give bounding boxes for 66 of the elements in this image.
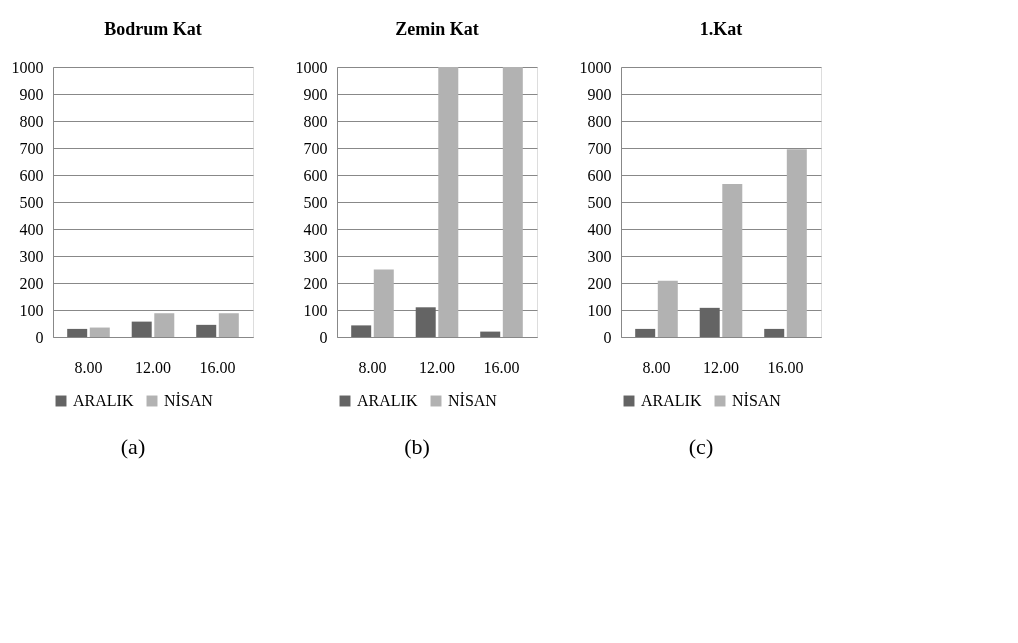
bar <box>786 149 807 337</box>
y-tick-label: 700 <box>19 139 44 157</box>
y-tick-label: 700 <box>303 139 328 157</box>
y-tick-label: 700 <box>587 139 612 157</box>
x-tick-label: 12.00 <box>419 358 455 376</box>
y-tick-label: 200 <box>19 274 44 292</box>
bar <box>438 67 459 337</box>
chart-title: 1.Kat <box>699 19 743 39</box>
bar <box>480 331 501 337</box>
y-tick-label: 1000 <box>579 58 612 76</box>
bar <box>415 307 436 337</box>
y-tick-label: 800 <box>19 112 44 130</box>
bar <box>502 67 523 337</box>
x-tick-label: 8.00 <box>74 358 103 376</box>
legend-label: ARALIK <box>357 392 418 409</box>
y-tick-label: 0 <box>319 328 328 346</box>
y-tick-label: 900 <box>19 85 44 103</box>
x-tick-label: 8.00 <box>358 358 387 376</box>
y-tick-label: 100 <box>303 301 328 319</box>
y-tick-label: 0 <box>35 328 44 346</box>
text: (c) <box>688 434 714 459</box>
chart-title: Zemin Kat <box>395 19 479 39</box>
y-tick-label: 800 <box>587 112 612 130</box>
bar <box>657 280 678 337</box>
y-tick-label: 600 <box>19 166 44 184</box>
chart-title: Bodrum Kat <box>104 19 202 39</box>
legend-label: NİSAN <box>164 392 214 409</box>
legend-label: NİSAN <box>732 392 782 409</box>
y-tick-label: 500 <box>587 193 612 211</box>
y-tick-label: 300 <box>19 247 44 265</box>
y-tick-label: 100 <box>19 301 44 319</box>
y-tick-label: 900 <box>303 85 328 103</box>
y-tick-label: 600 <box>587 166 612 184</box>
legend-label: NİSAN <box>448 392 498 409</box>
x-tick-label: 16.00 <box>483 358 520 376</box>
x-tick-label: 12.00 <box>703 358 739 376</box>
y-tick-label: 900 <box>587 85 612 103</box>
y-tick-label: 200 <box>303 274 328 292</box>
y-tick-label: 400 <box>587 220 612 238</box>
bar <box>351 325 372 337</box>
x-tick-label: 16.00 <box>199 358 236 376</box>
y-tick-label: 0 <box>603 328 612 346</box>
bar <box>635 328 656 337</box>
x-tick-label: 12.00 <box>135 358 171 376</box>
y-tick-label: 400 <box>303 220 328 238</box>
y-tick-label: 1000 <box>11 58 44 76</box>
x-tick-label: 8.00 <box>642 358 671 376</box>
y-tick-label: 100 <box>587 301 612 319</box>
y-tick-label: 500 <box>303 193 328 211</box>
bar <box>722 183 743 337</box>
legend-label: ARALIK <box>641 392 702 409</box>
y-tick-label: 300 <box>303 247 328 265</box>
text: (b) <box>404 434 430 459</box>
y-tick-label: 400 <box>19 220 44 238</box>
y-tick-label: 500 <box>19 193 44 211</box>
bar <box>373 269 394 337</box>
y-tick-label: 800 <box>303 112 328 130</box>
legend-label: ARALIK <box>73 392 134 409</box>
y-tick-label: 1000 <box>295 58 328 76</box>
bar <box>699 307 720 337</box>
bar <box>764 328 785 337</box>
y-tick-label: 600 <box>303 166 328 184</box>
text: (a) <box>120 434 146 459</box>
y-tick-label: 200 <box>587 274 612 292</box>
y-tick-label: 300 <box>587 247 612 265</box>
x-tick-label: 16.00 <box>767 358 804 376</box>
